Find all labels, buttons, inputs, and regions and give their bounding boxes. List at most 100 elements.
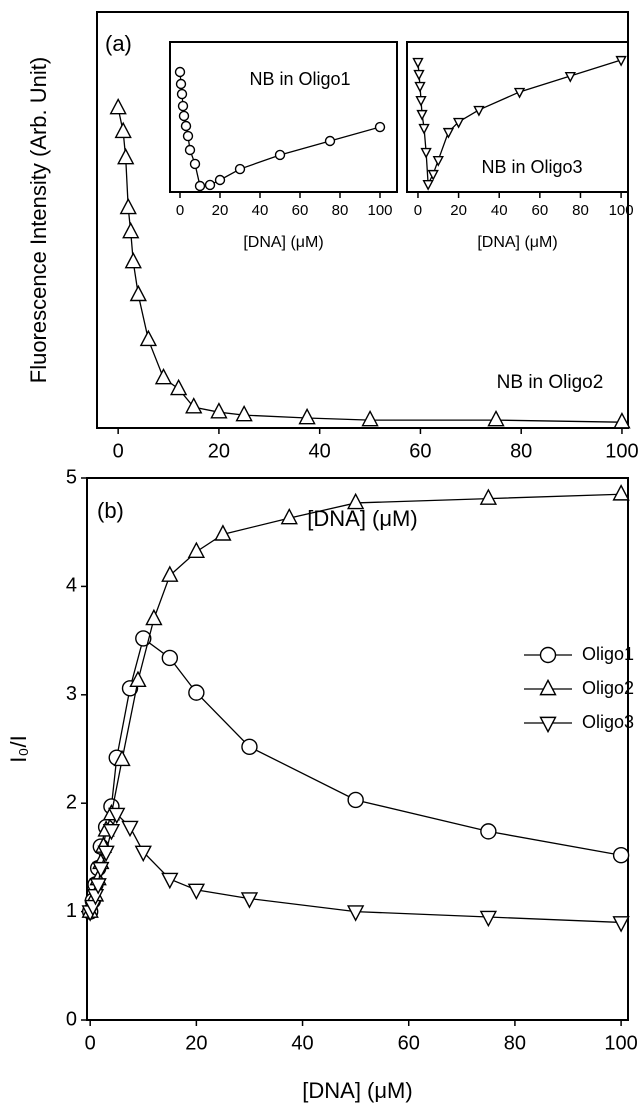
marker <box>280 507 298 525</box>
y-tick-label: 5 <box>66 466 77 488</box>
marker <box>564 71 576 83</box>
y-tick-label: 1 <box>66 900 77 922</box>
marker <box>129 284 147 302</box>
marker <box>119 197 137 215</box>
x-tick-label: 60 <box>409 440 431 462</box>
y-tick-label: 2 <box>66 791 77 813</box>
marker <box>129 670 147 688</box>
marker <box>473 105 485 117</box>
marker <box>442 127 455 139</box>
marker <box>189 158 201 170</box>
marker <box>432 155 444 167</box>
marker <box>324 135 336 147</box>
marker <box>102 823 121 841</box>
marker <box>188 684 205 701</box>
data-line <box>89 493 622 912</box>
marker <box>84 899 102 917</box>
marker <box>135 630 152 647</box>
marker <box>154 367 173 385</box>
x-axis-label: [DNA] (μM) <box>477 234 557 251</box>
marker <box>513 87 526 99</box>
marker <box>169 378 188 396</box>
marker <box>613 412 631 429</box>
marker <box>234 163 246 175</box>
x-tick-label: 100 <box>367 202 392 219</box>
x-tick-label: 20 <box>212 202 229 219</box>
marker <box>134 845 152 863</box>
data-line <box>417 59 622 187</box>
marker <box>240 892 259 909</box>
marker <box>412 57 424 69</box>
marker <box>210 402 228 419</box>
marker <box>117 147 135 165</box>
marker <box>204 179 216 191</box>
marker <box>418 123 430 135</box>
plot-frame <box>406 41 629 193</box>
x-tick-label: 100 <box>609 202 634 219</box>
plot-frame <box>86 477 629 1021</box>
x-tick-label: 60 <box>398 1032 420 1054</box>
x-tick-label: 40 <box>291 1032 313 1054</box>
marker <box>241 738 258 756</box>
marker <box>194 180 206 192</box>
marker <box>108 807 126 825</box>
marker <box>86 889 105 906</box>
x-axis-label: [DNA] (μM) <box>243 234 323 251</box>
marker <box>420 147 432 159</box>
marker <box>187 883 206 901</box>
x-tick-label: 60 <box>292 202 309 219</box>
marker <box>612 847 630 864</box>
marker <box>539 646 557 664</box>
plot-frame <box>96 11 629 429</box>
plot-frame <box>169 41 398 193</box>
marker <box>124 251 142 269</box>
marker <box>180 120 192 132</box>
marker <box>539 716 557 734</box>
marker <box>374 121 386 133</box>
marker <box>109 97 127 115</box>
marker <box>187 541 206 559</box>
marker <box>479 910 498 928</box>
marker <box>539 678 557 696</box>
panel-label: (a) <box>105 31 132 56</box>
marker <box>161 872 179 890</box>
x-tick-label: 0 <box>176 202 184 219</box>
marker <box>615 55 627 67</box>
x-tick-label: 80 <box>572 202 589 219</box>
y-tick-label: 3 <box>66 683 77 705</box>
annotation: NB in Oligo1 <box>249 69 350 89</box>
marker <box>479 488 498 505</box>
marker <box>298 407 316 425</box>
marker <box>184 144 196 156</box>
marker <box>145 608 163 626</box>
marker <box>175 78 187 90</box>
x-tick-label: 20 <box>450 202 467 219</box>
marker <box>361 409 379 427</box>
marker <box>174 66 186 78</box>
x-tick-label: 80 <box>504 1032 526 1054</box>
x-tick-label: 40 <box>252 202 269 219</box>
marker <box>346 492 365 510</box>
annotation: NB in Oligo2 <box>497 372 604 393</box>
x-tick-label: 0 <box>85 1032 96 1054</box>
x-tick-label: 100 <box>604 1032 637 1054</box>
marker <box>413 69 425 81</box>
x-tick-label: 60 <box>532 202 549 219</box>
marker <box>235 404 253 422</box>
marker <box>214 174 226 186</box>
marker <box>122 221 140 239</box>
marker <box>452 117 465 129</box>
marker <box>176 88 188 100</box>
x-tick-label: 40 <box>491 202 508 219</box>
y-axis-label: Fluorescence Intensity (Arb. Unit) <box>26 57 51 383</box>
annotation: NB in Oligo3 <box>481 157 582 177</box>
marker <box>97 845 115 863</box>
legend-label: Oligo2 <box>582 678 634 698</box>
marker <box>612 484 630 501</box>
marker <box>416 109 428 121</box>
marker <box>92 861 110 879</box>
y-axis-label: I₀/I <box>6 735 31 762</box>
marker <box>415 95 427 107</box>
x-tick-label: 80 <box>510 440 532 462</box>
